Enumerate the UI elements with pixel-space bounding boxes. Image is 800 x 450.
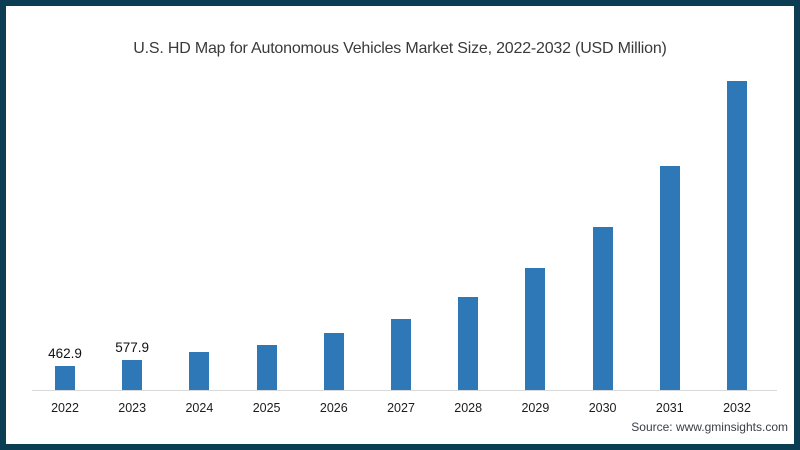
plot-area: 2022 462.9 2023 577.9 2024 2025 2026 2027 2028 20… bbox=[6, 6, 794, 444]
x-tick-label: 2025 bbox=[252, 401, 281, 415]
data-label: 577.9 bbox=[115, 339, 150, 355]
x-tick-label: 2030 bbox=[588, 401, 617, 415]
bar-2027 bbox=[391, 318, 411, 390]
bar-2023 bbox=[122, 359, 143, 390]
x-tick-label: 2023 bbox=[118, 401, 147, 415]
x-tick-label: 2031 bbox=[655, 401, 684, 415]
x-tick-label: 2029 bbox=[521, 401, 550, 415]
bar-2031 bbox=[659, 166, 680, 390]
bar-2022 bbox=[55, 365, 75, 390]
x-tick-label: 2024 bbox=[185, 401, 214, 415]
source-attribution: Source: www.gminsights.com bbox=[631, 420, 788, 434]
bar-2032 bbox=[727, 81, 747, 390]
x-tick-label: 2027 bbox=[387, 401, 415, 415]
chart-title: U.S. HD Map for Autonomous Vehicles Mark… bbox=[133, 40, 667, 57]
bar-2025 bbox=[256, 344, 277, 390]
bar-2026 bbox=[323, 333, 344, 390]
x-axis-line bbox=[32, 390, 777, 391]
bar-2024 bbox=[189, 352, 210, 390]
x-tick-label: 2032 bbox=[723, 401, 751, 415]
x-tick-label: 2028 bbox=[454, 401, 483, 415]
bar-2030 bbox=[592, 226, 613, 390]
x-tick-label: 2026 bbox=[319, 401, 348, 415]
bar-2028 bbox=[458, 297, 479, 390]
x-tick-label: 2022 bbox=[51, 401, 79, 415]
bar-2029 bbox=[525, 267, 546, 390]
data-label: 462.9 bbox=[48, 345, 82, 361]
